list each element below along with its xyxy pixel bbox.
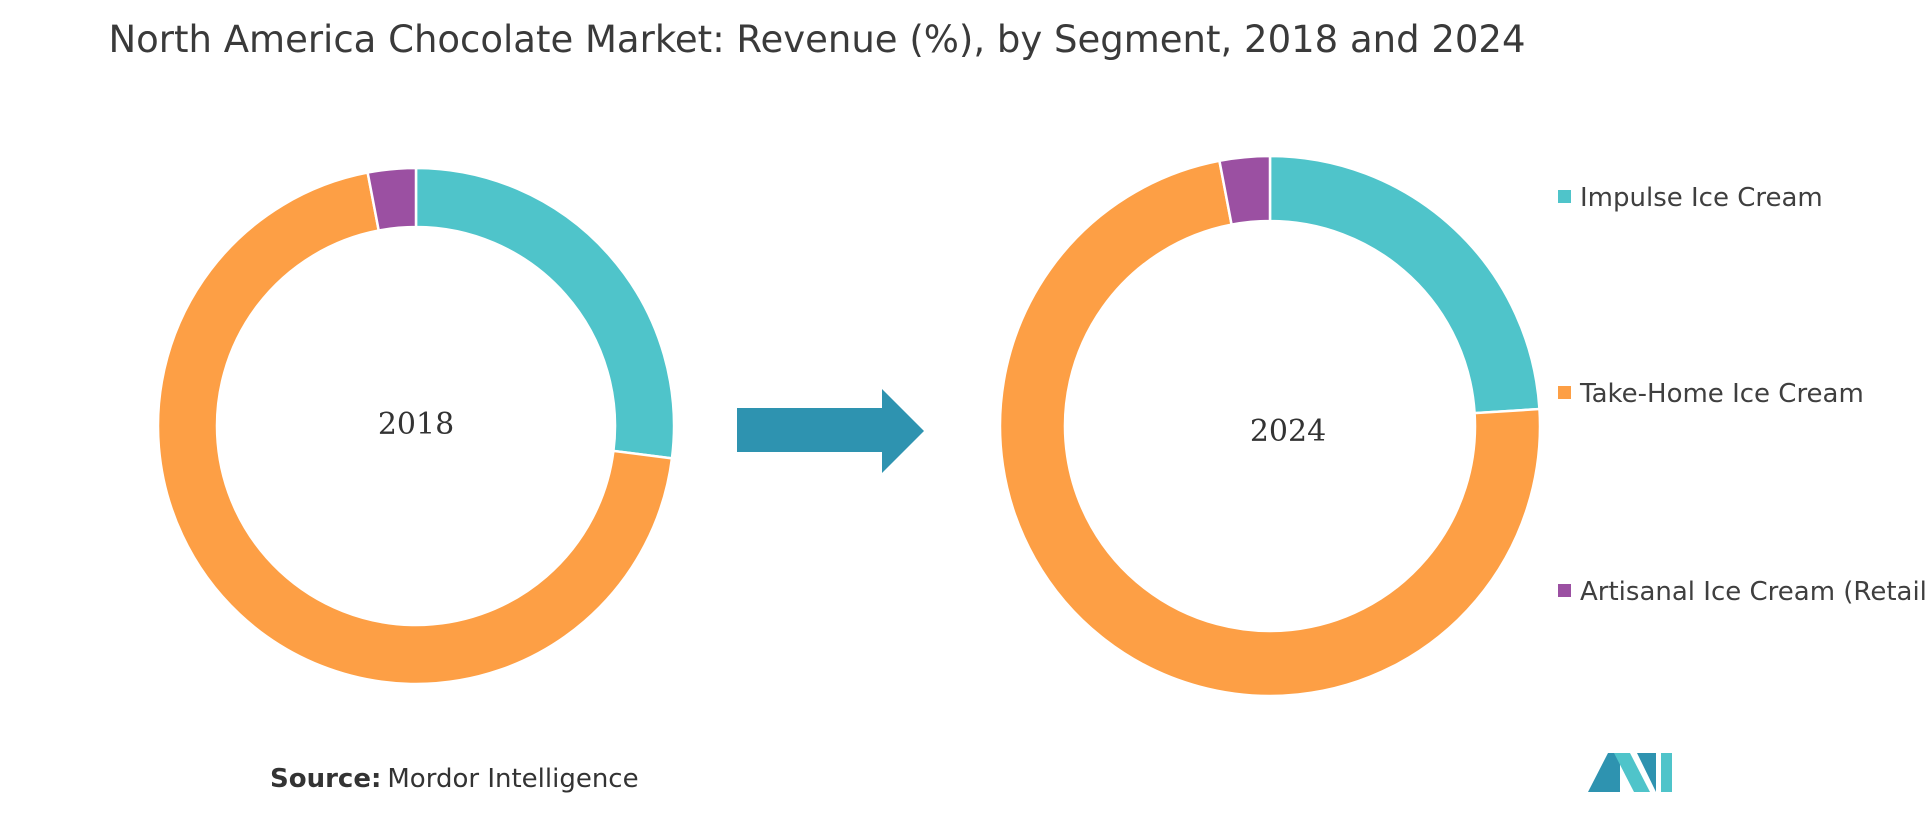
donut-center-label-2018: 2018 xyxy=(378,407,454,442)
donut-slice-2018-impulse[interactable] xyxy=(414,166,676,460)
source-line: Source: Mordor Intelligence xyxy=(270,764,639,794)
logo-shape-right xyxy=(1661,753,1672,792)
legend-item-artisanal[interactable]: Artisanal Ice Cream (Retail) xyxy=(1558,577,1925,607)
logo-shape-mid xyxy=(1614,753,1650,792)
legend-item-impulse[interactable]: Impulse Ice Cream xyxy=(1558,183,1823,213)
legend-label-artisanal: Artisanal Ice Cream (Retail) xyxy=(1580,577,1925,607)
donut-2024 xyxy=(998,154,1542,698)
donut-slice-2018-artisanal[interactable] xyxy=(366,166,418,232)
donut-center-label-2024: 2024 xyxy=(1250,414,1326,449)
legend-swatch-take-home xyxy=(1558,386,1571,399)
chart-title: North America Chocolate Market: Revenue … xyxy=(108,18,1525,61)
donut-2018 xyxy=(156,166,676,686)
arrow-right-icon xyxy=(737,389,924,473)
legend-swatch-impulse xyxy=(1558,190,1571,203)
legend-label-impulse: Impulse Ice Cream xyxy=(1580,183,1823,213)
legend-swatch-artisanal xyxy=(1558,584,1571,597)
donut-slice-2018-take-home[interactable] xyxy=(156,171,674,686)
logo-shape-mid2 xyxy=(1637,753,1656,792)
mordor-logo xyxy=(1588,753,1672,792)
legend-label-take-home: Take-Home Ice Cream xyxy=(1579,379,1864,409)
logo-shape-left xyxy=(1588,753,1620,792)
legend: Impulse Ice Cream Take-Home Ice Cream Ar… xyxy=(1558,183,1925,607)
source-label: Source: xyxy=(270,764,381,794)
source-text: Source: Mordor Intelligence xyxy=(270,764,639,794)
legend-item-take-home[interactable]: Take-Home Ice Cream xyxy=(1558,379,1864,409)
donut-slice-2024-artisanal[interactable] xyxy=(1217,154,1272,227)
donut-slice-2024-take-home[interactable] xyxy=(998,159,1542,698)
source-name: Mordor Intelligence xyxy=(387,764,638,794)
donut-slice-2024-impulse[interactable] xyxy=(1268,154,1541,415)
